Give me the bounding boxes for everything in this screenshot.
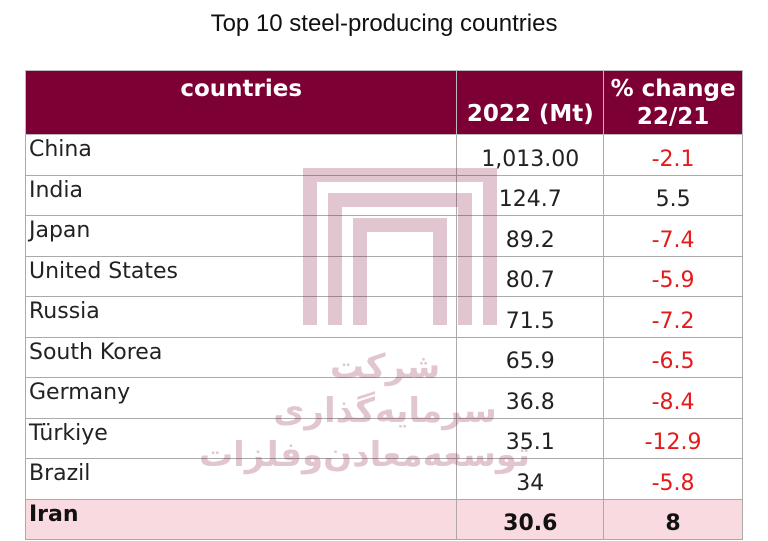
watermark-line-2: توسعه‌معادن‌و‌فلزات xyxy=(198,435,530,475)
change-cell: -2.1 xyxy=(603,134,743,176)
watermark-line-1: شرکت سرمایه‌گذاری xyxy=(273,347,497,431)
production-cell: 89.2 xyxy=(456,215,605,257)
production-cell: 1,013.00 xyxy=(456,134,605,176)
country-cell: South Korea xyxy=(24,336,458,378)
change-cell: -6.5 xyxy=(603,336,743,378)
country-cell: Türkiye xyxy=(24,417,458,459)
table-row: Russia 71.5 -7.2 xyxy=(24,296,743,338)
table-header-row: countries 2022 (Mt) % change 22/21 xyxy=(24,70,743,135)
country-cell: Japan xyxy=(24,215,458,257)
steel-production-table: countries 2022 (Mt) % change 22/21 China… xyxy=(24,70,743,540)
production-cell: 34 xyxy=(456,458,605,500)
table-row: Iran 30.6 8 xyxy=(24,498,743,540)
change-cell: -7.4 xyxy=(603,215,743,257)
header-countries: countries xyxy=(24,70,458,135)
production-cell: 30.6 xyxy=(456,498,605,540)
table-row: China 1,013.00 -2.1 xyxy=(24,134,743,176)
production-cell: 80.7 xyxy=(456,255,605,297)
watermark-text: شرکت سرمایه‌گذاری توسعه‌معادن‌و‌فلزات xyxy=(198,345,530,477)
table-row: Türkiye 35.1 -12.9 xyxy=(24,417,743,459)
production-cell: 65.9 xyxy=(456,336,605,378)
table-row: India 124.7 5.5 xyxy=(24,174,743,216)
change-cell: -5.9 xyxy=(603,255,743,297)
table-row: South Korea 65.9 -6.5 xyxy=(24,336,743,378)
country-cell: Russia xyxy=(24,296,458,338)
header-change: % change 22/21 xyxy=(603,70,743,135)
country-cell: India xyxy=(24,174,458,216)
change-cell: 8 xyxy=(603,498,743,540)
change-cell: -7.2 xyxy=(603,296,743,338)
change-cell: -5.8 xyxy=(603,458,743,500)
production-cell: 71.5 xyxy=(456,296,605,338)
country-cell: Iran xyxy=(24,498,458,540)
production-cell: 35.1 xyxy=(456,417,605,459)
country-cell: Germany xyxy=(24,377,458,419)
change-cell: -8.4 xyxy=(603,377,743,419)
table-row: Germany 36.8 -8.4 xyxy=(24,377,743,419)
table-row: United States 80.7 -5.9 xyxy=(24,255,743,297)
change-cell: 5.5 xyxy=(603,174,743,216)
table-row: Brazil 34 -5.8 xyxy=(24,458,743,500)
table-row: Japan 89.2 -7.4 xyxy=(24,215,743,257)
production-cell: 124.7 xyxy=(456,174,605,216)
header-production: 2022 (Mt) xyxy=(456,70,605,135)
country-cell: Brazil xyxy=(24,458,458,500)
country-cell: China xyxy=(24,134,458,176)
change-cell: -12.9 xyxy=(603,417,743,459)
country-cell: United States xyxy=(24,255,458,297)
page-title: Top 10 steel-producing countries xyxy=(210,10,558,37)
